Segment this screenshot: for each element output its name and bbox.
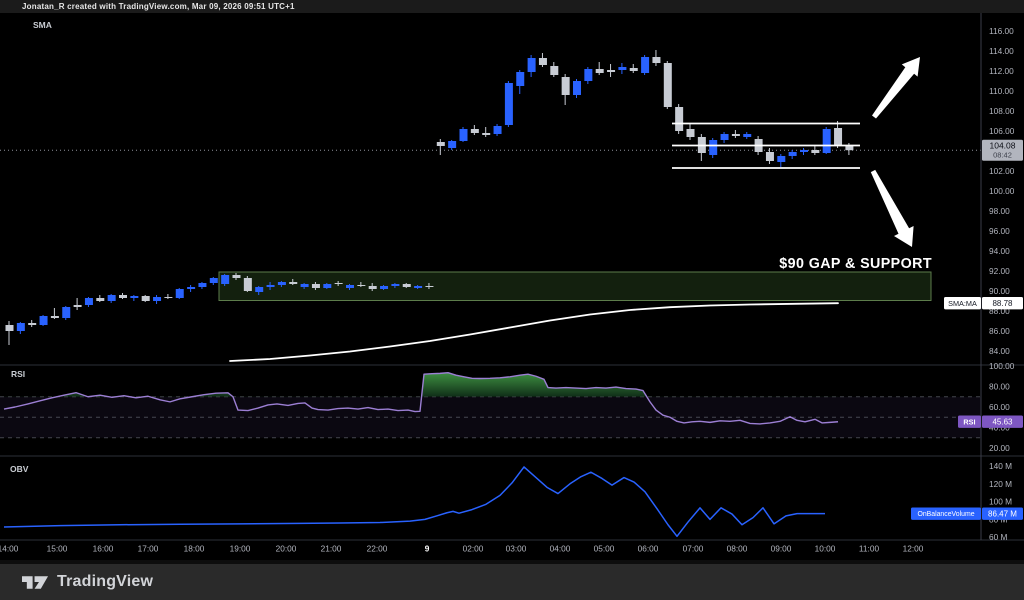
svg-text:60 M: 60 M (989, 532, 1008, 542)
svg-text:45.63: 45.63 (992, 418, 1013, 427)
svg-text:04:00: 04:00 (550, 544, 571, 554)
svg-text:116.00: 116.00 (989, 26, 1014, 36)
arrow-down-drawing[interactable] (870, 169, 914, 247)
svg-text:20:00: 20:00 (276, 544, 297, 554)
svg-text:22:00: 22:00 (367, 544, 388, 554)
arrow-up-drawing[interactable] (872, 57, 920, 119)
svg-text:03:00: 03:00 (506, 544, 527, 554)
svg-text:86.00: 86.00 (989, 326, 1010, 336)
svg-text:140 M: 140 M (989, 461, 1012, 471)
price-axis[interactable]: 116.00 114.00 112.00 110.00 108.00 106.00 104.… (989, 26, 1015, 542)
svg-text:86.47 M: 86.47 M (988, 510, 1017, 519)
svg-text:08:00: 08:00 (727, 544, 748, 554)
svg-text:20.00: 20.00 (989, 443, 1010, 453)
svg-text:OnBalanceVolume: OnBalanceVolume (917, 511, 974, 518)
svg-text:08:42: 08:42 (993, 151, 1012, 160)
svg-text:19:00: 19:00 (230, 544, 251, 554)
svg-text:106.00: 106.00 (989, 126, 1015, 136)
publish-credit: Jonatan_R created with TradingView.com, … (22, 2, 295, 11)
svg-text:18:00: 18:00 (184, 544, 205, 554)
svg-text:07:00: 07:00 (683, 544, 704, 554)
footer-bar: TradingView (0, 560, 1024, 600)
svg-text:112.00: 112.00 (989, 66, 1014, 76)
svg-text:90.00: 90.00 (989, 286, 1010, 296)
sma-line (229, 302, 839, 362)
svg-text:100.00: 100.00 (989, 361, 1015, 371)
chart-container: $90 GAP & SUPPORT 116.00 114.00 112.00 110.0… (0, 13, 1024, 560)
support-zone-box-drawing[interactable] (218, 271, 932, 301)
pane-label-sma[interactable]: SMA (33, 20, 52, 30)
svg-text:06:00: 06:00 (638, 544, 659, 554)
svg-text:94.00: 94.00 (989, 246, 1010, 256)
obv-value-tag: OnBalanceVolume 86.47 M (911, 507, 1023, 520)
svg-text:21:00: 21:00 (321, 544, 342, 554)
obv-line (3, 466, 826, 538)
svg-text:02:00: 02:00 (463, 544, 484, 554)
svg-text:80.00: 80.00 (989, 382, 1010, 392)
sma-value-tag: SMA:MA 88.78 (944, 297, 1023, 310)
candlestick-series (5, 50, 854, 345)
svg-text:17:00: 17:00 (138, 544, 159, 554)
svg-text:11:00: 11:00 (859, 544, 880, 554)
svg-text:108.00: 108.00 (989, 106, 1015, 116)
svg-text:05:00: 05:00 (594, 544, 615, 554)
svg-text:88.78: 88.78 (992, 299, 1013, 308)
svg-text:100.00: 100.00 (989, 186, 1015, 196)
pane-label-obv[interactable]: OBV (10, 464, 29, 474)
svg-text:14:00: 14:00 (0, 544, 19, 554)
svg-text:96.00: 96.00 (989, 226, 1010, 236)
svg-text:120 M: 120 M (989, 479, 1012, 489)
gap-support-text-drawing[interactable]: $90 GAP & SUPPORT (779, 256, 932, 272)
svg-text:88.00: 88.00 (989, 306, 1010, 316)
svg-text:60.00: 60.00 (989, 402, 1010, 412)
svg-text:15:00: 15:00 (47, 544, 68, 554)
svg-text:102.00: 102.00 (989, 166, 1015, 176)
svg-text:RSI: RSI (963, 418, 975, 427)
svg-text:10:00: 10:00 (815, 544, 836, 554)
svg-text:84.00: 84.00 (989, 346, 1010, 356)
svg-text:9: 9 (425, 544, 430, 554)
tradingview-logo-icon[interactable] (22, 574, 49, 591)
svg-text:12:00: 12:00 (903, 544, 924, 554)
svg-text:114.00: 114.00 (989, 46, 1014, 56)
svg-text:16:00: 16:00 (93, 544, 114, 554)
svg-text:98.00: 98.00 (989, 206, 1010, 216)
svg-text:92.00: 92.00 (989, 266, 1010, 276)
tradingview-brand[interactable]: TradingView (57, 573, 154, 590)
svg-text:104.08: 104.08 (990, 141, 1016, 151)
svg-text:SMA:MA: SMA:MA (948, 299, 977, 308)
svg-text:09:00: 09:00 (771, 544, 792, 554)
pane-label-rsi[interactable]: RSI (11, 369, 25, 379)
chart-svg[interactable]: $90 GAP & SUPPORT 116.00 114.00 112.00 110.0… (0, 13, 1024, 560)
rsi-overbought-fill (4, 372, 838, 397)
rsi-value-tag: RSI 45.63 (958, 415, 1023, 428)
publish-bar: Jonatan_R created with TradingView.com, … (0, 0, 1024, 13)
time-axis[interactable]: 14:00 15:00 16:00 17:00 18:00 19:00 20:00 21:00… (0, 544, 924, 554)
svg-text:110.00: 110.00 (989, 86, 1014, 96)
svg-text:100 M: 100 M (989, 497, 1012, 507)
rsi-line (3, 371, 839, 425)
